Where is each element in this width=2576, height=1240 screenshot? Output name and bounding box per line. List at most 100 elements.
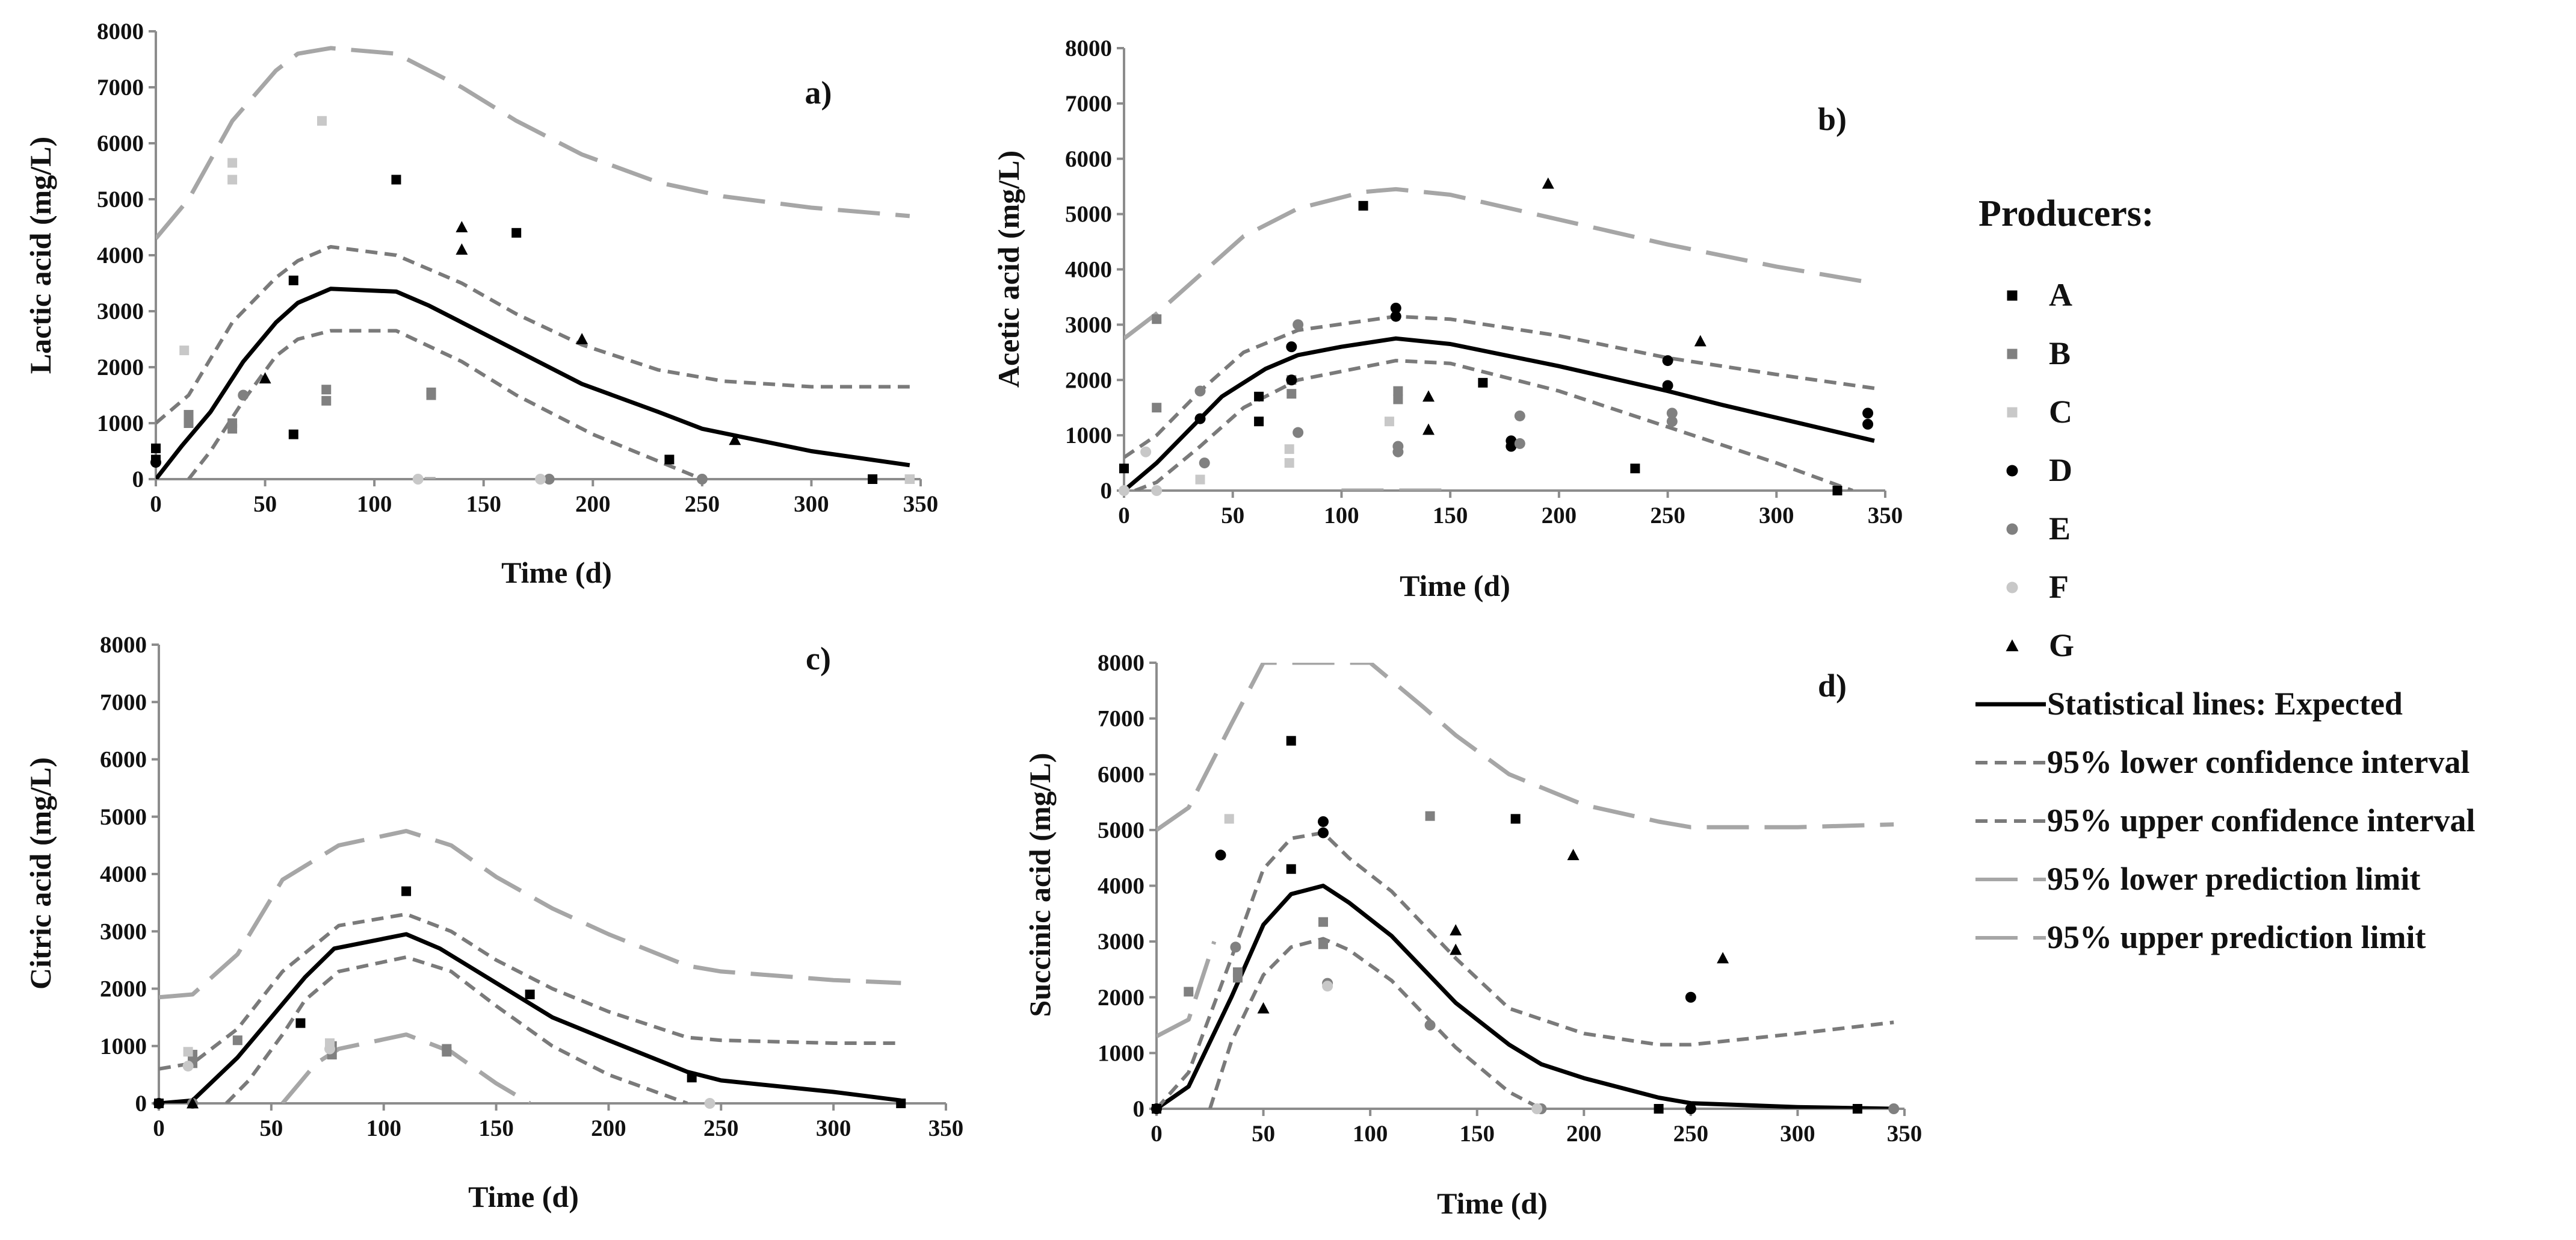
x-tick-label: 250 <box>1650 503 1685 529</box>
panel-a-x-axis-title: Time (d) <box>501 556 612 589</box>
series-line <box>159 829 901 1000</box>
data-point <box>1286 374 1297 386</box>
data-point <box>456 243 468 255</box>
data-point <box>227 158 238 168</box>
data-point <box>153 1098 164 1109</box>
data-point <box>1717 952 1729 964</box>
y-tick-label: 5000 <box>1098 817 1144 843</box>
x-tick-label: 250 <box>703 1115 739 1141</box>
data-point <box>321 385 332 395</box>
data-point <box>535 474 546 485</box>
x-tick-label: 0 <box>153 1115 165 1141</box>
y-tick-label: 0 <box>135 1091 147 1117</box>
data-point <box>1194 385 1206 397</box>
data-point <box>1254 391 1264 401</box>
data-point <box>704 1098 715 1109</box>
data-point <box>1358 200 1368 211</box>
y-tick-label: 8000 <box>1098 650 1144 676</box>
x-tick-label: 350 <box>1887 1121 1923 1147</box>
series-line <box>156 287 910 479</box>
x-tick-label: 150 <box>478 1115 514 1141</box>
data-point <box>896 1099 906 1108</box>
data-point <box>1152 314 1162 324</box>
x-tick-label: 300 <box>1759 503 1794 529</box>
x-tick-label: 50 <box>259 1115 283 1141</box>
legend-marker <box>2007 407 2018 418</box>
panel-c: 0 50 100 150 200 250 300 350 0 1000 2000 3000 4000 50… <box>23 632 963 1214</box>
data-point <box>1322 981 1333 992</box>
y-tick-label: 8000 <box>97 19 144 45</box>
legend-producer-label: E <box>2049 510 2071 547</box>
y-tick-label: 3000 <box>1065 312 1112 338</box>
data-point <box>1230 941 1241 953</box>
legend-producer-label: A <box>2049 277 2072 313</box>
data-point <box>288 429 298 439</box>
legend-title: Producers: <box>1978 193 2154 234</box>
y-tick-label: 7000 <box>1098 706 1144 732</box>
data-point <box>426 390 436 400</box>
data-point <box>1232 973 1243 983</box>
data-point <box>1685 1103 1696 1114</box>
data-point <box>1318 917 1329 927</box>
series-line <box>1157 884 1894 1109</box>
data-point <box>1852 1104 1862 1114</box>
panel-d-x-axis-title: Time (d) <box>1437 1186 1548 1220</box>
data-point <box>1662 380 1673 391</box>
x-tick-label: 200 <box>1542 503 1577 529</box>
data-point <box>1384 417 1394 427</box>
panel-a-ticks: 0 50 100 150 200 250 300 350 0 1000 2000 3000 4000 50… <box>97 19 938 517</box>
data-point <box>1318 827 1329 839</box>
x-tick-label: 0 <box>150 491 162 517</box>
panel-b-points <box>1119 177 1874 496</box>
data-point <box>543 474 555 485</box>
data-point <box>259 372 271 383</box>
data-point <box>232 1035 242 1046</box>
panel-c-ticks: 0 50 100 150 200 250 300 350 0 1000 2000 3000 4000 50… <box>100 632 963 1141</box>
y-tick-label: 4000 <box>1098 873 1144 899</box>
data-point <box>227 424 238 434</box>
series-line <box>187 329 703 479</box>
data-point <box>1293 319 1304 330</box>
data-point <box>1422 423 1435 435</box>
y-tick-label: 0 <box>1133 1096 1145 1122</box>
panel-d-points <box>1151 736 1900 1114</box>
data-point <box>391 175 401 185</box>
data-point <box>1318 816 1329 827</box>
data-point <box>1119 485 1129 496</box>
x-tick-label: 0 <box>1151 1121 1163 1147</box>
data-point <box>1393 394 1403 405</box>
x-tick-label: 50 <box>1221 503 1244 529</box>
data-point <box>1862 418 1874 430</box>
data-point <box>288 275 298 285</box>
data-point <box>1286 864 1296 874</box>
panel-d-y-axis-title: Succinic acid (mg/L) <box>1023 753 1057 1017</box>
y-tick-label: 8000 <box>1065 36 1112 61</box>
data-point <box>687 1073 697 1083</box>
data-point <box>321 395 332 406</box>
y-tick-label: 5000 <box>1065 202 1112 228</box>
data-point <box>1425 811 1435 821</box>
data-point <box>1140 446 1152 457</box>
y-tick-label: 5000 <box>97 187 144 212</box>
data-point <box>1506 441 1517 452</box>
y-tick-label: 7000 <box>100 689 147 715</box>
panel-d-label: d) <box>1818 668 1847 704</box>
series-line <box>1208 937 1542 1109</box>
legend-producer-label: C <box>2049 394 2072 430</box>
x-tick-label: 100 <box>1324 503 1359 529</box>
y-tick-label: 1000 <box>97 411 144 436</box>
panel-a: 0 50 100 150 200 250 300 350 0 1000 2000 3000 4000 50… <box>23 19 938 589</box>
data-point <box>317 116 327 126</box>
y-tick-label: 2000 <box>97 355 144 380</box>
legend-line-label: 95% lower confidence interval <box>2047 744 2469 780</box>
legend-marker <box>2006 523 2018 535</box>
data-point <box>1254 417 1264 427</box>
data-point <box>150 457 161 468</box>
series-line <box>1134 359 1853 491</box>
data-point <box>179 346 190 356</box>
x-tick-label: 200 <box>575 491 611 517</box>
panel-a-lines <box>156 46 910 479</box>
x-tick-label: 300 <box>816 1115 851 1141</box>
y-tick-label: 0 <box>132 467 144 492</box>
